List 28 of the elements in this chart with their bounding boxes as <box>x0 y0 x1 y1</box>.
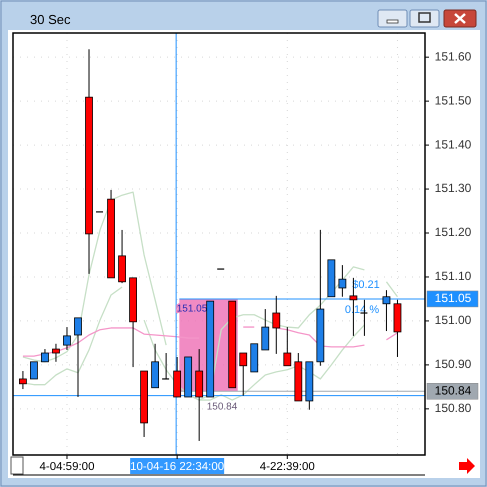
y-tick-label: 150.90 <box>434 357 472 372</box>
chart-title: 30 Sec <box>30 12 71 27</box>
candlestick <box>338 264 346 298</box>
y-tick-label: 151.20 <box>434 225 472 240</box>
candlestick <box>30 361 38 380</box>
candlestick <box>261 308 270 350</box>
x-tick-label: 4-04:59:00 <box>39 461 94 474</box>
ref-line-label: 151.05 <box>434 291 472 306</box>
candlestick <box>74 317 82 398</box>
x-tick-label: 10-04-16 22:34:00 <box>130 461 224 474</box>
candlestick <box>41 348 49 362</box>
y-tick-label: 151.40 <box>434 137 472 152</box>
annotation: 150.84 <box>206 402 238 413</box>
candlestick <box>239 352 248 396</box>
candlestick <box>382 290 390 332</box>
candlestick <box>63 326 71 350</box>
y-tick-label: 151.60 <box>434 49 472 64</box>
y-tick-label: 151.00 <box>434 313 472 328</box>
y-tick-label: 151.30 <box>434 181 472 196</box>
y-tick-label: 150.80 <box>434 401 472 416</box>
candlestick <box>52 343 60 362</box>
candlestick <box>272 295 280 354</box>
y-tick-label: 151.50 <box>434 93 472 108</box>
x-tick-label: 4-22:39:00 <box>260 461 315 474</box>
candlestick <box>283 326 292 366</box>
candlestick <box>19 370 27 390</box>
ref-line-label: 150.84 <box>434 383 472 398</box>
y-tick-label: 151.10 <box>434 269 472 284</box>
